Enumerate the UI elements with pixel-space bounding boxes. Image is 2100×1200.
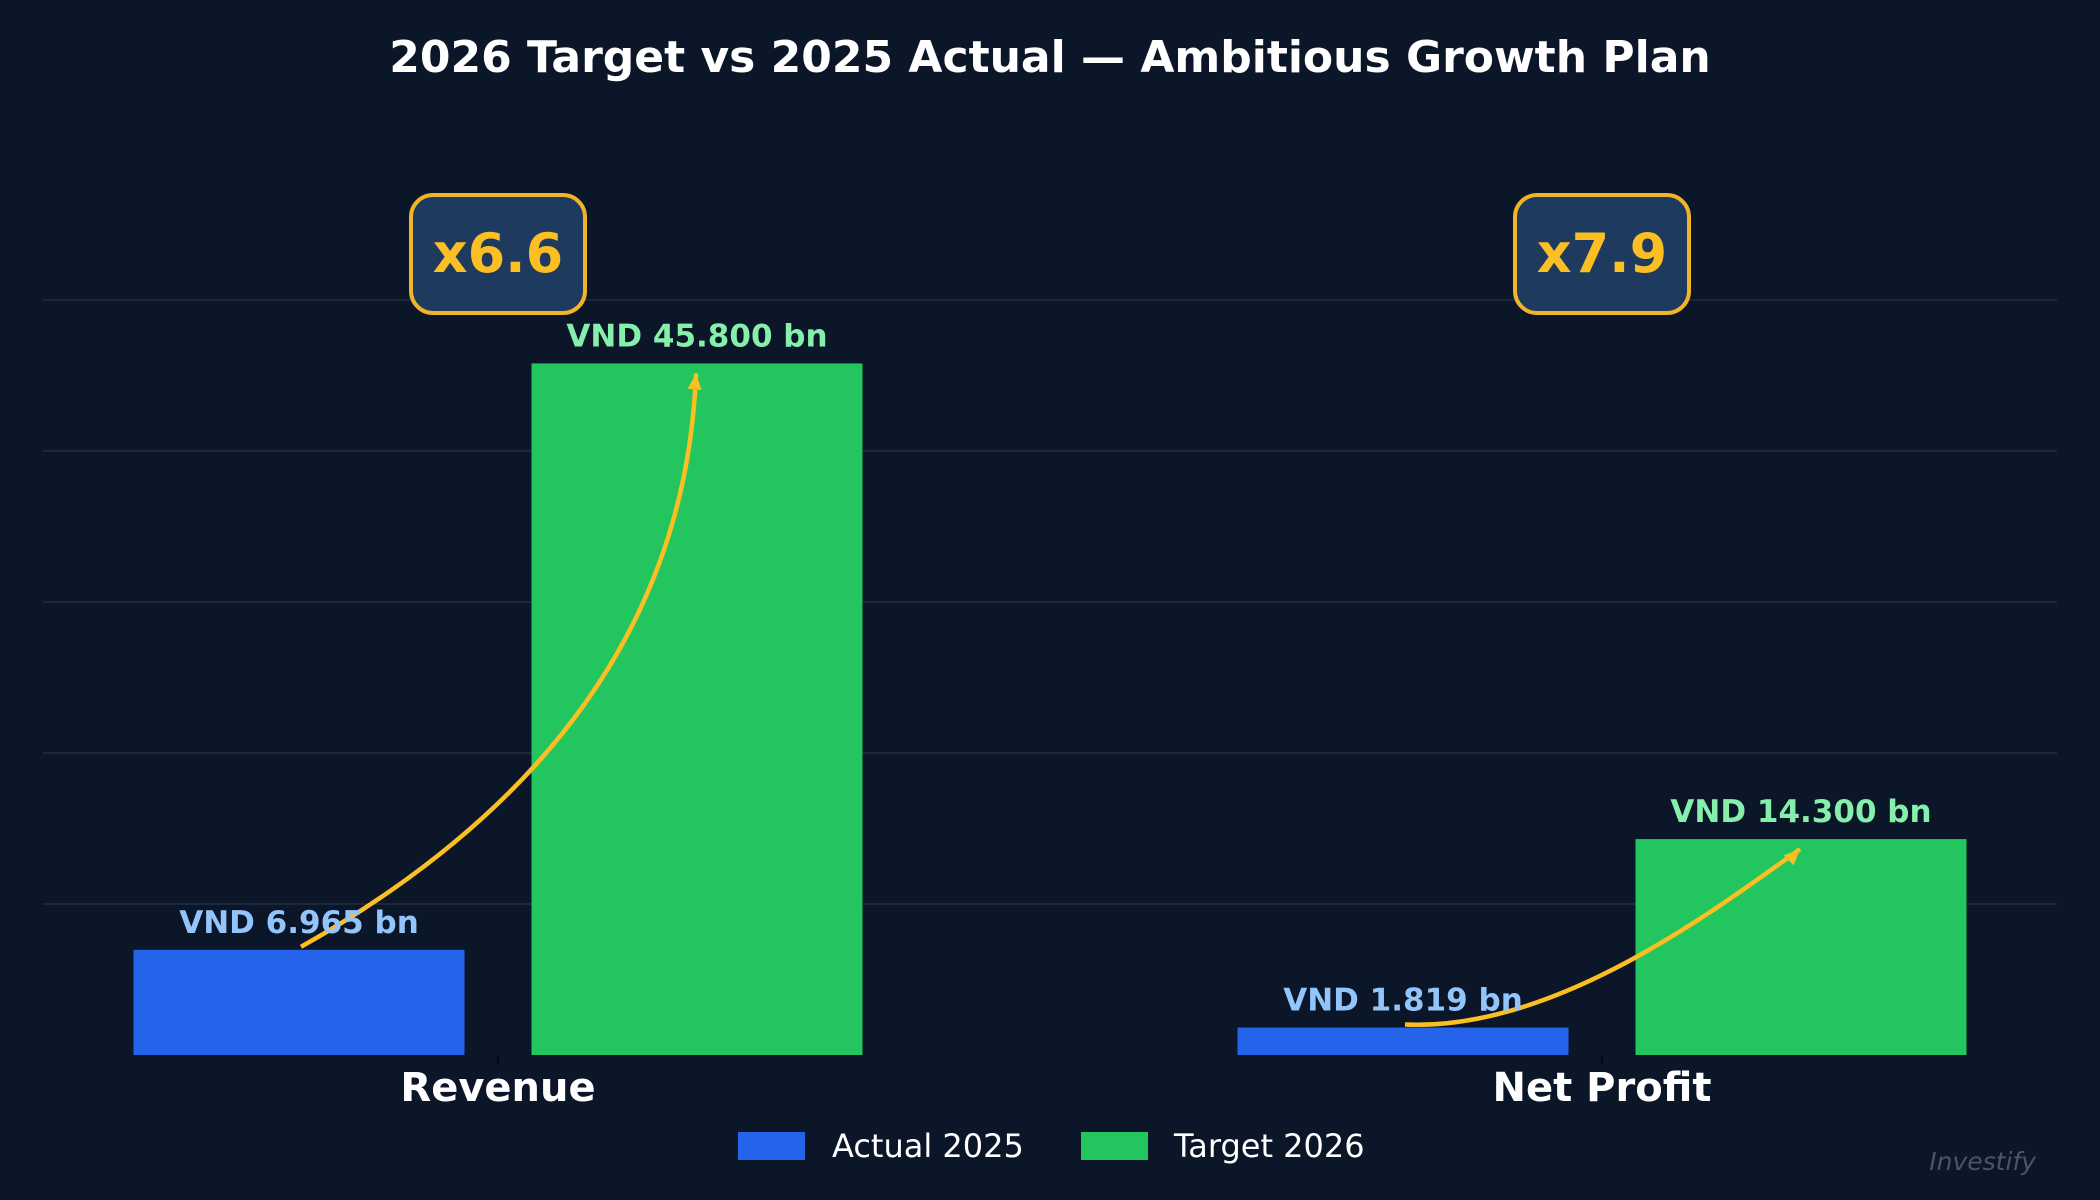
legend-swatch-actual-2025 [738,1132,805,1160]
multiplier-badges: x6.6 x7.9 [409,193,1691,315]
multiplier-text: x6.6 [433,222,564,285]
category-label: Net Profit [1493,1065,1712,1111]
legend-label-target-2026: Target 2026 [1173,1127,1365,1165]
bar-actual-0 [133,949,465,1055]
chart-title: 2026 Target vs 2025 Actual — Ambitious G… [389,32,1710,83]
value-label: VND 14.300 bn [1670,794,1931,830]
legend-label-actual-2025: Actual 2025 [832,1127,1024,1165]
value-label: VND 6.965 bn [179,905,419,941]
value-label: VND 1.819 bn [1283,983,1523,1019]
category-label: Revenue [400,1065,595,1111]
category-labels: Revenue Net Profit [400,1065,1711,1111]
multiplier-badge [409,193,587,315]
growth-arrows [299,373,1802,1027]
bar-target-1 [1635,839,1967,1055]
growth-arrow [299,373,699,949]
value-labels: VND 6.965 bn VND 45.800 bn VND 1.819 bn VND… [179,318,1931,1018]
multiplier-badge [1513,193,1691,315]
growth-arrow [1404,847,1802,1027]
arrow-head [687,373,702,390]
legend-swatch-target-2026 [1081,1132,1148,1160]
legend: Actual 2025 Target 2026 [738,1127,1365,1165]
multiplier-text: x7.9 [1537,222,1668,285]
arrow-head [1783,849,1800,866]
value-label: VND 45.800 bn [566,318,827,354]
bar-actual-1 [1237,1027,1569,1055]
watermark: Investify [1929,1147,2037,1176]
bar-target-0 [531,363,863,1055]
bars [133,363,1967,1055]
